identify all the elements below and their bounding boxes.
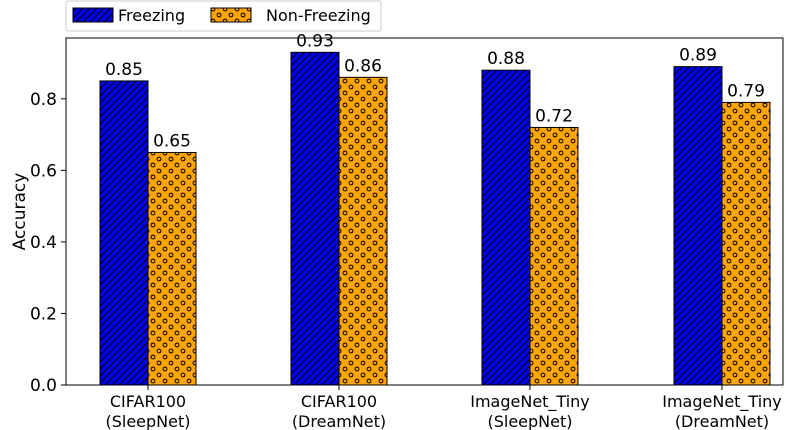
bar-value-label: 0.79 <box>727 81 765 101</box>
x-tick-label-line: (SleepNet) <box>487 412 572 430</box>
bar-value-label: 0.65 <box>153 131 191 151</box>
x-tick-label-line: CIFAR100 <box>110 392 186 411</box>
x-tick-label: CIFAR100 (SleepNet) <box>105 392 190 430</box>
bar-value-label: 0.88 <box>487 49 525 69</box>
x-tick-label-line: (DreamNet) <box>292 412 386 430</box>
x-tick-label-line: ImageNet_Tiny <box>662 392 782 412</box>
y-tick-label: 0.2 <box>30 304 57 324</box>
x-tick-label: CIFAR100 (DreamNet) <box>292 392 386 430</box>
bar-value-label: 0.93 <box>296 31 334 51</box>
legend-swatch-non-freezing <box>210 7 252 23</box>
bars <box>99 51 771 386</box>
legend: Freezing Non-Freezing <box>65 0 382 32</box>
bar-freezing <box>673 66 723 386</box>
bar-non-freezing <box>721 101 771 386</box>
y-tick-label: 0.4 <box>30 233 57 253</box>
x-tick-label-line: (SleepNet) <box>105 412 190 430</box>
y-tick-label: 0.6 <box>30 161 57 181</box>
x-tick-label: ImageNet_Tiny (SleepNet) <box>470 392 590 430</box>
x-tick-label-line: (DreamNet) <box>675 412 769 430</box>
y-axis-label: Accuracy <box>10 173 30 251</box>
legend-label: Freezing <box>118 6 185 25</box>
bar-value-label: 0.86 <box>344 56 382 76</box>
bar-freezing <box>481 69 531 386</box>
bar-value-labels: 0.85 0.93 0.88 0.89 0.65 0.86 0.72 0.79 <box>105 31 765 151</box>
bar-non-freezing <box>338 76 388 386</box>
plot-frame <box>65 37 784 386</box>
legend-label: Non-Freezing <box>266 6 371 25</box>
bar-freezing <box>99 80 149 386</box>
bar-non-freezing <box>147 151 197 386</box>
bar-non-freezing <box>529 126 579 386</box>
bar-value-label: 0.85 <box>105 60 143 80</box>
x-tick-label-line: ImageNet_Tiny <box>470 392 590 412</box>
legend-swatch-freezing <box>72 7 114 23</box>
bar-freezing <box>290 51 340 386</box>
bar-value-label: 0.89 <box>679 46 717 66</box>
x-tick-label-line: CIFAR100 <box>301 392 377 411</box>
bar-value-label: 0.72 <box>535 106 573 126</box>
x-tick-label: ImageNet_Tiny (DreamNet) <box>662 392 782 430</box>
y-tick-label: 0.8 <box>30 90 57 110</box>
y-tick-label: 0.0 <box>30 376 57 396</box>
